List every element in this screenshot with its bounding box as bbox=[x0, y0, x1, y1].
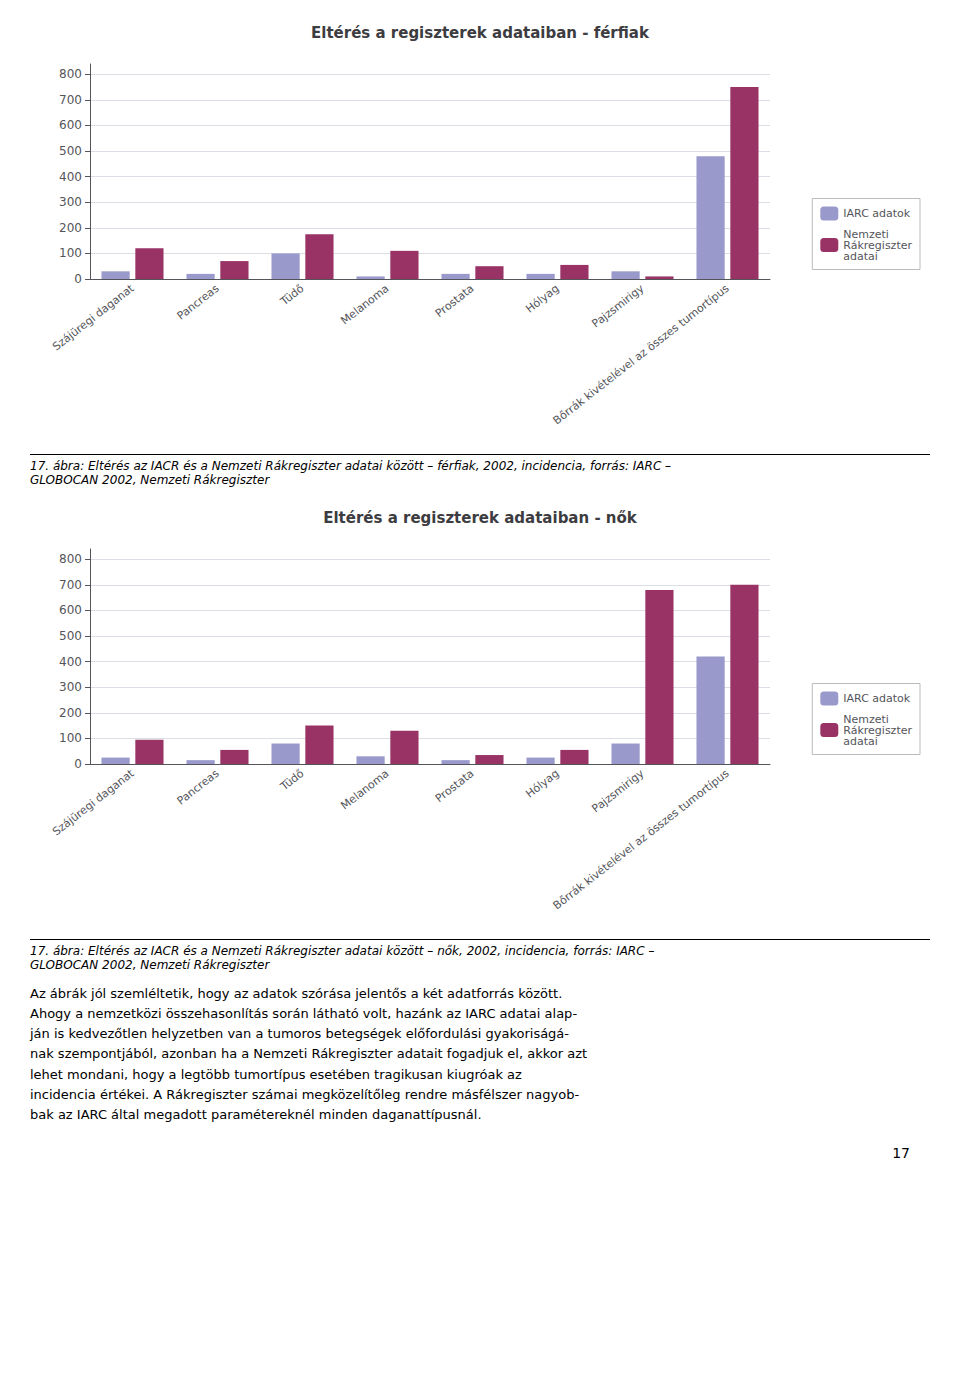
svg-text:Prostata: Prostata bbox=[433, 767, 477, 805]
svg-text:300: 300 bbox=[59, 680, 82, 694]
svg-text:200: 200 bbox=[59, 706, 82, 720]
svg-text:500: 500 bbox=[59, 629, 82, 643]
html-text:Az ábrák jól szemléltetik, hog: Az ábrák jól szemléltetik, hogy az adato… bbox=[30, 986, 588, 1122]
svg-text:800: 800 bbox=[59, 552, 82, 566]
svg-text:Tüdő: Tüdő bbox=[277, 767, 306, 794]
svg-text:Hólyag: Hólyag bbox=[523, 767, 561, 801]
svg-text:Pancreas: Pancreas bbox=[175, 767, 222, 808]
svg-text:IARC adatok: IARC adatok bbox=[843, 207, 911, 220]
svg-text:Pancreas: Pancreas bbox=[175, 282, 222, 323]
svg-text:700: 700 bbox=[59, 93, 82, 107]
svg-text:100: 100 bbox=[59, 731, 82, 745]
svg-text:Hólyag: Hólyag bbox=[523, 282, 561, 316]
svg-text:Rákregiszter: Rákregiszter bbox=[843, 238, 912, 252]
svg-text:300: 300 bbox=[59, 195, 82, 209]
html-text:17. ábra: Eltérés az IACR és a: 17. ábra: Eltérés az IACR és a Nemzeti R… bbox=[30, 459, 672, 487]
svg-text:400: 400 bbox=[59, 170, 82, 184]
svg-text:0: 0 bbox=[74, 757, 82, 771]
svg-text:500: 500 bbox=[59, 144, 82, 158]
svg-text:Eltérés a regiszterek adataiba: Eltérés a regiszterek adataiban - férfia… bbox=[311, 24, 650, 42]
svg-text:Nemzeti: Nemzeti bbox=[843, 712, 889, 726]
svg-text:adatai: adatai bbox=[843, 735, 878, 748]
svg-text:Eltérés a regiszterek adataiba: Eltérés a regiszterek adataiban - nők bbox=[323, 509, 638, 527]
svg-text:Rákregiszter: Rákregiszter bbox=[843, 723, 912, 737]
svg-text:Bőrrák kivételével az összes t: Bőrrák kivételével az összes tumortípus bbox=[551, 282, 732, 428]
html-text:17: 17 bbox=[892, 1145, 910, 1161]
svg-text:600: 600 bbox=[59, 603, 82, 617]
svg-text:100: 100 bbox=[59, 246, 82, 260]
svg-text:Prostata: Prostata bbox=[433, 282, 477, 320]
svg-text:700: 700 bbox=[59, 578, 82, 592]
svg-text:IARC adatok: IARC adatok bbox=[843, 692, 911, 705]
svg-text:Melanoma: Melanoma bbox=[338, 767, 391, 812]
svg-text:adatai: adatai bbox=[843, 250, 878, 263]
svg-text:600: 600 bbox=[59, 118, 82, 132]
svg-text:Szájüregi daganat: Szájüregi daganat bbox=[50, 766, 137, 838]
svg-text:800: 800 bbox=[59, 67, 82, 81]
svg-text:Pajzsmirigy: Pajzsmirigy bbox=[589, 767, 646, 816]
svg-text:200: 200 bbox=[59, 221, 82, 235]
svg-text:400: 400 bbox=[59, 655, 82, 669]
svg-text:Bőrrák kivételével az összes t: Bőrrák kivételével az összes tumortípus bbox=[551, 767, 732, 913]
svg-text:0: 0 bbox=[74, 272, 82, 286]
svg-text:Pajzsmirigy: Pajzsmirigy bbox=[589, 282, 646, 331]
svg-text:Nemzeti: Nemzeti bbox=[843, 227, 889, 241]
svg-text:Szájüregi daganat: Szájüregi daganat bbox=[50, 281, 137, 353]
svg-text:Tüdő: Tüdő bbox=[277, 282, 306, 309]
html-text:17. ábra: Eltérés az IACR és a: 17. ábra: Eltérés az IACR és a Nemzeti R… bbox=[30, 944, 655, 972]
svg-text:Melanoma: Melanoma bbox=[338, 282, 391, 327]
